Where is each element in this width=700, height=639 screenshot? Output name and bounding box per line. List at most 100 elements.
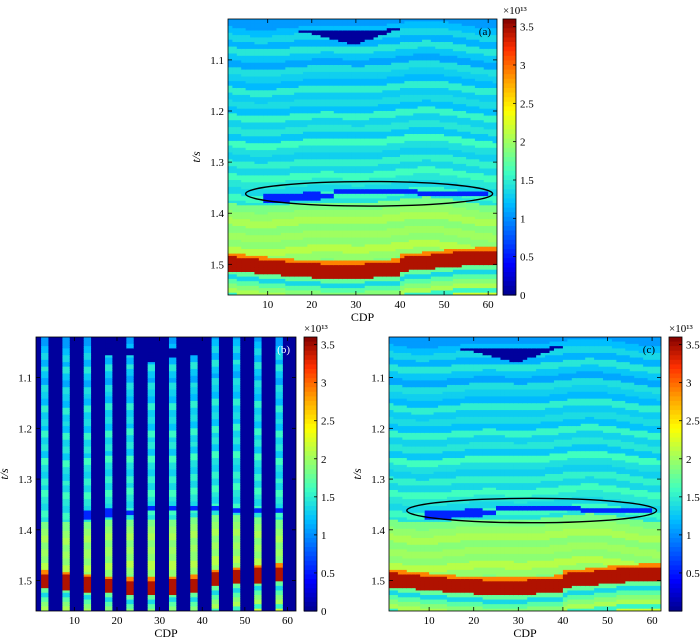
heatmap-cell bbox=[272, 276, 278, 280]
heatmap-cell bbox=[311, 25, 317, 29]
heatmap-cell bbox=[355, 143, 361, 147]
heatmap-cell bbox=[399, 32, 405, 36]
heatmap-cell bbox=[399, 221, 405, 225]
heatmap-cell bbox=[280, 203, 286, 206]
heatmap-cell bbox=[307, 104, 313, 107]
heatmap-cell bbox=[267, 28, 273, 32]
heatmap-cell bbox=[325, 138, 330, 142]
heatmap-cell bbox=[395, 94, 401, 98]
heatmap-cell bbox=[399, 262, 405, 266]
heatmap-cell bbox=[320, 28, 326, 32]
heatmap-cell bbox=[338, 221, 344, 225]
heatmap-cell bbox=[307, 272, 313, 275]
heatmap-cell bbox=[382, 51, 388, 55]
heatmap-cell bbox=[311, 99, 317, 103]
heatmap-cell bbox=[382, 242, 388, 245]
heatmap-cell bbox=[329, 152, 335, 156]
heatmap-cell bbox=[228, 111, 233, 114]
heatmap-cell bbox=[236, 150, 242, 153]
heatmap-cell bbox=[386, 115, 392, 119]
heatmap-cell bbox=[298, 198, 304, 202]
heatmap-cell bbox=[263, 69, 269, 73]
heatmap-cell bbox=[369, 216, 375, 220]
heatmap-cell bbox=[325, 101, 330, 105]
heatmap-cell bbox=[316, 129, 322, 133]
heatmap-cell bbox=[395, 85, 401, 89]
heatmap-cell bbox=[333, 260, 339, 264]
heatmap-cell bbox=[302, 249, 308, 252]
heatmap-cell bbox=[400, 295, 405, 298]
heatmap-cell bbox=[382, 276, 388, 280]
heatmap-cell bbox=[360, 138, 366, 142]
heatmap-cell bbox=[369, 200, 375, 204]
heatmap-cell bbox=[391, 285, 397, 289]
heatmap-cell bbox=[250, 44, 255, 48]
heatmap-cell bbox=[263, 138, 269, 142]
heatmap-cell bbox=[404, 237, 410, 241]
heatmap-cell bbox=[342, 182, 348, 186]
heatmap-cell bbox=[369, 145, 375, 149]
heatmap-cell bbox=[272, 19, 278, 22]
heatmap-cell bbox=[232, 25, 238, 29]
heatmap-cell bbox=[333, 228, 339, 232]
heatmap-cell bbox=[263, 272, 269, 275]
heatmap-cell bbox=[228, 65, 233, 68]
heatmap-cell bbox=[360, 219, 366, 222]
heatmap-cell bbox=[236, 92, 242, 96]
heatmap-cell bbox=[280, 122, 286, 126]
heatmap-cell bbox=[267, 221, 273, 225]
heatmap-cell bbox=[329, 290, 335, 294]
heatmap-cell bbox=[404, 53, 410, 57]
heatmap-cell bbox=[263, 60, 269, 64]
heatmap-cell bbox=[360, 120, 366, 124]
heatmap-cell bbox=[307, 83, 313, 87]
heatmap-cell bbox=[338, 138, 344, 142]
heatmap-cell bbox=[377, 189, 383, 193]
heatmap-cell bbox=[325, 147, 330, 151]
heatmap-cell bbox=[236, 44, 242, 48]
heatmap-cell bbox=[351, 101, 357, 105]
heatmap-cell bbox=[316, 44, 322, 48]
heatmap-cell bbox=[289, 278, 295, 282]
heatmap-cell bbox=[364, 239, 370, 243]
heatmap-cell bbox=[325, 239, 330, 243]
heatmap-cell bbox=[236, 186, 242, 190]
heatmap-cell bbox=[355, 53, 361, 57]
heatmap-cell bbox=[250, 269, 255, 273]
heatmap-cell bbox=[232, 108, 238, 112]
heatmap-cell bbox=[360, 242, 366, 245]
heatmap-cell bbox=[307, 147, 313, 151]
heatmap-cell bbox=[263, 58, 269, 61]
heatmap-cell bbox=[382, 223, 388, 227]
heatmap-cell bbox=[272, 235, 278, 239]
heatmap-cell bbox=[369, 288, 375, 291]
heatmap-cell bbox=[285, 180, 291, 183]
heatmap-cell bbox=[377, 193, 383, 197]
heatmap-cell bbox=[325, 198, 330, 202]
heatmap-cell bbox=[351, 175, 357, 179]
heatmap-cell bbox=[347, 62, 352, 66]
heatmap-cell bbox=[399, 239, 405, 243]
heatmap-cell bbox=[360, 196, 366, 199]
heatmap-cell bbox=[391, 184, 397, 188]
heatmap-cell bbox=[316, 198, 322, 202]
heatmap-cell bbox=[298, 111, 304, 114]
heatmap-cell bbox=[258, 67, 264, 71]
heatmap-cell bbox=[272, 292, 278, 295]
heatmap-cell bbox=[333, 28, 339, 32]
heatmap-cell bbox=[382, 226, 388, 229]
heatmap-cell bbox=[355, 46, 361, 50]
heatmap-cell bbox=[289, 170, 295, 174]
heatmap-cell bbox=[399, 168, 405, 172]
heatmap-cell bbox=[333, 163, 339, 167]
heatmap-cell bbox=[236, 221, 242, 225]
heatmap-cell bbox=[245, 200, 251, 204]
heatmap-cell bbox=[263, 117, 269, 121]
heatmap-cell bbox=[369, 124, 375, 128]
heatmap-cell bbox=[236, 23, 242, 27]
heatmap-cell bbox=[342, 122, 348, 126]
heatmap-cell bbox=[382, 207, 388, 211]
heatmap-cell bbox=[254, 120, 260, 124]
heatmap-cell bbox=[404, 44, 410, 48]
heatmap-cell bbox=[258, 272, 264, 275]
